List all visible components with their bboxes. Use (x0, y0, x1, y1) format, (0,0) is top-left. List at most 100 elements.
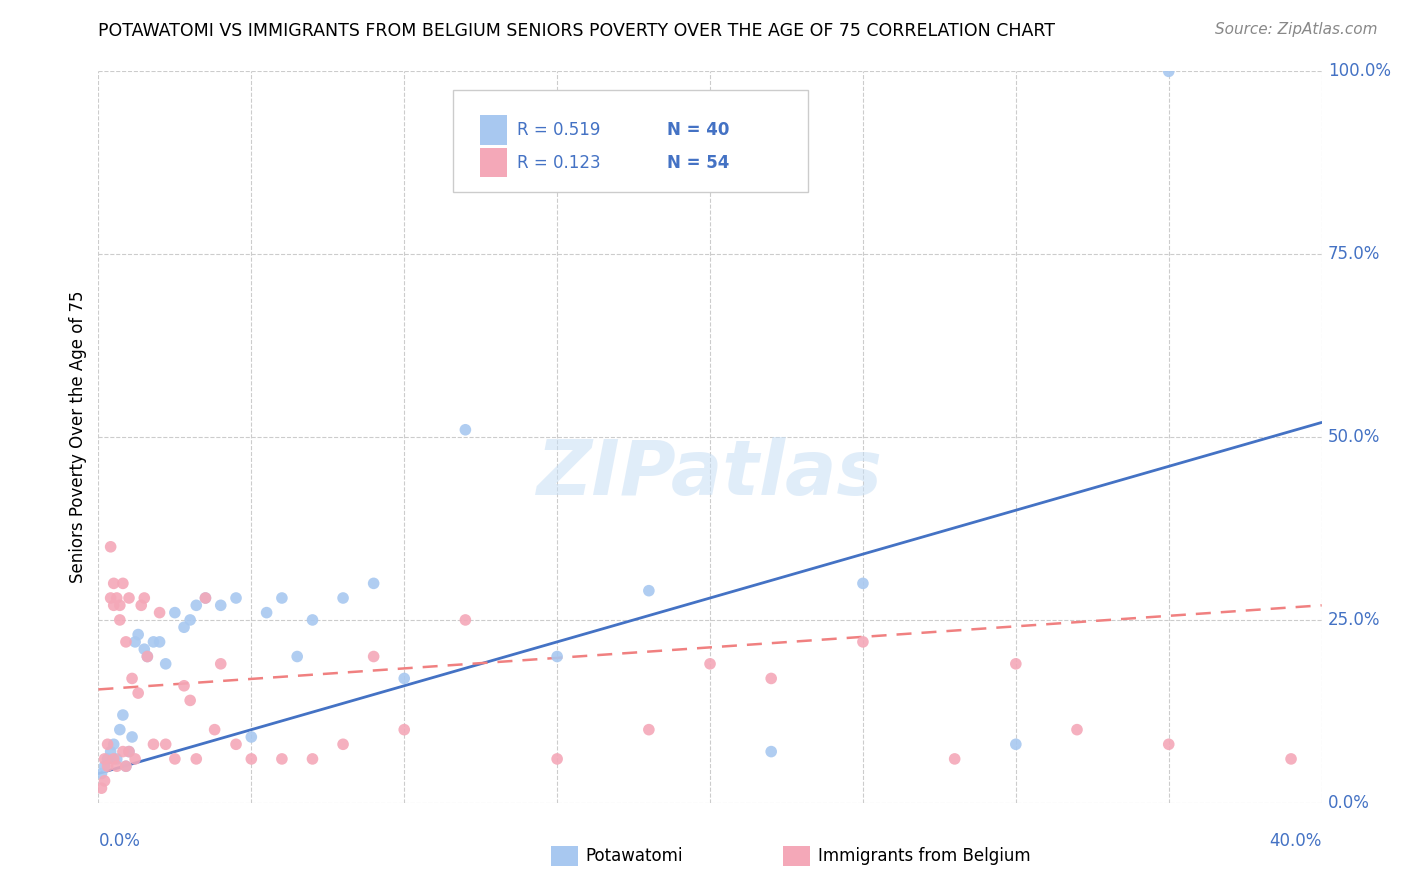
Text: N = 40: N = 40 (668, 121, 730, 139)
Point (363, 576, 385, 591)
Text: 0.0%: 0.0% (98, 832, 141, 850)
Point (136, 649, 159, 664)
Point (129, 599, 152, 613)
FancyBboxPatch shape (551, 846, 578, 866)
Point (127, 686, 149, 700)
Point (118, 745, 141, 759)
Point (699, 657, 721, 671)
Point (392, 723, 416, 737)
Point (111, 576, 134, 591)
Point (240, 752, 263, 766)
Point (136, 649, 159, 664)
Text: 75.0%: 75.0% (1327, 245, 1381, 263)
Point (225, 737, 247, 751)
Point (1004, 657, 1026, 671)
Point (186, 752, 208, 766)
Point (163, 606, 186, 620)
Point (103, 576, 125, 591)
Point (546, 649, 568, 664)
Point (332, 737, 354, 751)
Point (103, 752, 125, 766)
Text: N = 54: N = 54 (668, 153, 730, 172)
Point (149, 606, 172, 620)
Point (97, 759, 120, 773)
Point (93, 752, 115, 766)
Text: Immigrants from Belgium: Immigrants from Belgium (818, 847, 1031, 865)
Point (1157, 737, 1180, 751)
Point (454, 613, 477, 627)
Point (90, 781, 112, 796)
Point (127, 627, 149, 641)
Point (155, 657, 177, 671)
Point (1004, 737, 1026, 751)
Point (118, 591, 141, 605)
Point (121, 672, 143, 686)
Text: 40.0%: 40.0% (1270, 832, 1322, 850)
Point (108, 723, 131, 737)
Point (225, 591, 247, 605)
Point (142, 737, 165, 751)
Point (108, 613, 131, 627)
Point (852, 576, 875, 591)
Point (115, 759, 138, 773)
Point (124, 752, 146, 766)
Point (134, 591, 156, 605)
Point (100, 540, 122, 554)
Point (173, 679, 195, 693)
Point (93, 759, 115, 773)
Point (301, 613, 323, 627)
Point (240, 730, 263, 744)
Text: 100.0%: 100.0% (1327, 62, 1391, 80)
Point (105, 752, 128, 766)
Point (1157, 64, 1180, 78)
Point (194, 591, 217, 605)
Point (124, 635, 146, 649)
Text: R = 0.123: R = 0.123 (517, 153, 600, 172)
Y-axis label: Seniors Poverty Over the Age of 75: Seniors Poverty Over the Age of 75 (69, 291, 87, 583)
Text: POTAWATOMI VS IMMIGRANTS FROM BELGIUM SENIORS POVERTY OVER THE AGE OF 75 CORRELA: POTAWATOMI VS IMMIGRANTS FROM BELGIUM SE… (98, 22, 1056, 40)
Point (301, 752, 323, 766)
Point (105, 591, 128, 605)
Text: Potawatomi: Potawatomi (585, 847, 683, 865)
Point (204, 723, 226, 737)
Point (637, 583, 661, 598)
Point (270, 752, 292, 766)
Point (270, 591, 292, 605)
Point (454, 423, 477, 437)
Point (134, 642, 156, 657)
Point (363, 649, 385, 664)
Point (108, 599, 131, 613)
Point (209, 657, 232, 671)
Point (637, 723, 661, 737)
Text: R = 0.519: R = 0.519 (517, 121, 600, 139)
Point (392, 672, 416, 686)
Point (332, 591, 354, 605)
Point (118, 745, 141, 759)
Text: ZIPatlas: ZIPatlas (537, 437, 883, 510)
Point (209, 599, 232, 613)
Point (97, 752, 120, 766)
Point (100, 591, 122, 605)
Point (163, 752, 186, 766)
Point (179, 613, 201, 627)
Point (186, 599, 208, 613)
Point (149, 635, 172, 649)
Point (103, 737, 125, 751)
Point (179, 693, 201, 707)
Point (943, 752, 966, 766)
Point (194, 591, 217, 605)
Point (759, 672, 782, 686)
Point (1066, 723, 1088, 737)
Point (115, 635, 138, 649)
Point (155, 737, 177, 751)
Point (1279, 752, 1302, 766)
FancyBboxPatch shape (479, 148, 508, 178)
FancyBboxPatch shape (479, 115, 508, 145)
Point (90, 766, 112, 780)
FancyBboxPatch shape (783, 846, 810, 866)
Point (121, 730, 143, 744)
Text: 0.0%: 0.0% (1327, 794, 1369, 812)
Point (115, 759, 138, 773)
Point (852, 635, 875, 649)
Text: Source: ZipAtlas.com: Source: ZipAtlas.com (1215, 22, 1378, 37)
